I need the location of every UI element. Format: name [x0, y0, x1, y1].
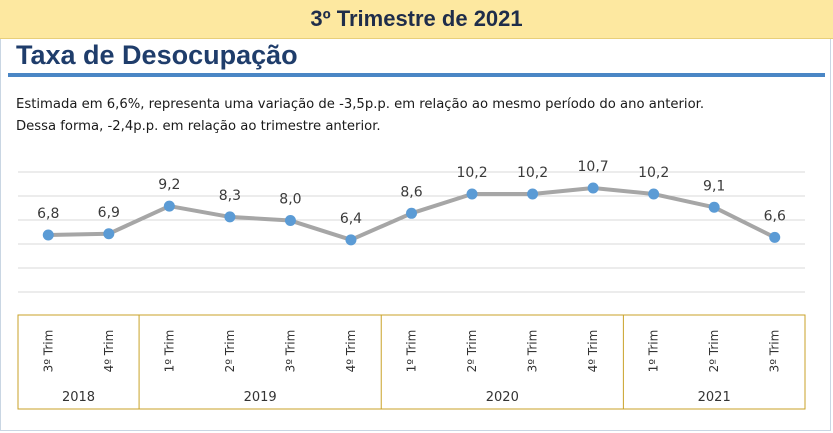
x-tick-label: 4º Trim [344, 330, 358, 373]
year-label-2018: 2018 [62, 390, 95, 405]
data-label: 10,2 [456, 165, 487, 181]
data-label: 6,8 [37, 206, 59, 222]
category-axis-box [17, 314, 806, 410]
data-point [648, 188, 660, 200]
year-label-2020: 2020 [486, 390, 519, 405]
x-tick-label: 1º Trim [162, 330, 176, 373]
x-tick-label: 3º Trim [768, 330, 782, 373]
data-point [587, 182, 599, 194]
description-line-2: Dessa forma, -2,4p.p. em relação ao trim… [16, 119, 381, 134]
period-banner-text: 3º Trimestre de 2021 [310, 6, 523, 31]
data-point [163, 200, 175, 212]
period-banner: 3º Trimestre de 2021 [0, 0, 833, 39]
description: Estimada em 6,6%, representa uma variaçã… [16, 94, 816, 138]
data-point [466, 188, 478, 200]
x-tick-label: 2º Trim [707, 330, 721, 373]
description-line-1: Estimada em 6,6%, representa uma variaçã… [16, 97, 705, 112]
data-point [345, 234, 357, 246]
data-label: 6,9 [98, 205, 120, 221]
data-point [284, 215, 296, 227]
year-label-2021: 2021 [698, 390, 731, 405]
data-label: 8,0 [279, 192, 301, 208]
data-label: 8,6 [400, 184, 422, 200]
x-tick-label: 3º Trim [41, 330, 55, 373]
x-tick-label: 1º Trim [647, 330, 661, 373]
x-tick-label: 3º Trim [283, 330, 297, 373]
data-label: 9,1 [703, 178, 725, 194]
year-label-2019: 2019 [244, 390, 277, 405]
x-tick-label: 4º Trim [102, 330, 116, 373]
x-tick-label: 1º Trim [405, 330, 419, 373]
data-point [406, 207, 417, 219]
data-point [527, 188, 539, 200]
x-tick-label: 2º Trim [465, 330, 479, 373]
data-label: 6,6 [764, 208, 786, 224]
data-point [224, 211, 236, 223]
title-underline [8, 73, 825, 77]
data-label: 9,2 [158, 177, 180, 193]
data-label: 10,2 [517, 165, 548, 181]
data-label: 6,4 [340, 211, 362, 227]
page-title: Taxa de Desocupação [16, 40, 298, 70]
data-label: 10,7 [578, 159, 609, 175]
data-point [769, 231, 781, 243]
x-tick-label: 2º Trim [223, 330, 237, 373]
data-point [42, 229, 54, 241]
data-label: 8,3 [219, 188, 241, 204]
data-point [103, 228, 115, 240]
data-label: 10,2 [638, 165, 669, 181]
data-point [708, 201, 720, 213]
x-tick-label: 4º Trim [586, 330, 600, 373]
x-tick-label: 3º Trim [526, 330, 540, 373]
